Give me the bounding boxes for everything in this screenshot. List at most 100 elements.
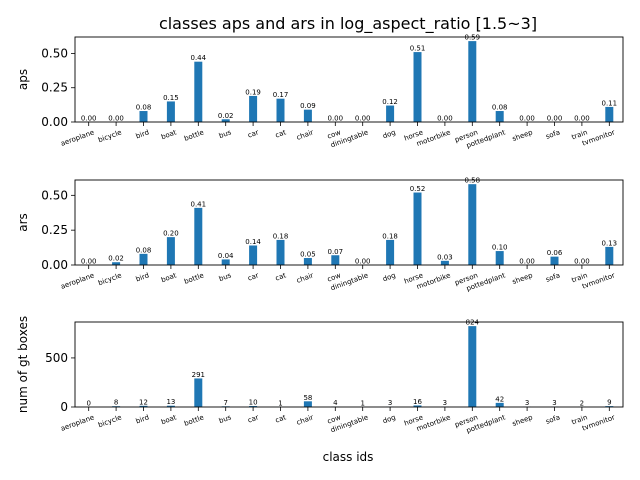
data-label: 0.06 xyxy=(547,249,563,257)
data-label: 0.18 xyxy=(382,232,398,240)
x-tick-label: chair xyxy=(295,271,314,285)
data-label: 0.09 xyxy=(300,102,316,110)
x-tick-label: bird xyxy=(135,128,151,140)
x-tick-label: sofa xyxy=(545,128,562,141)
bar-person xyxy=(468,326,477,407)
bar-dog xyxy=(386,239,395,265)
x-tick-label: bottle xyxy=(183,413,205,428)
x-tick-label: boat xyxy=(160,271,178,284)
data-label: 0.41 xyxy=(191,200,207,208)
bar-sofa xyxy=(550,256,559,265)
data-label: 0.02 xyxy=(218,112,234,120)
data-label: 0.52 xyxy=(410,185,426,193)
x-tick-label: bottle xyxy=(183,128,205,143)
data-label: 0.02 xyxy=(108,255,124,263)
bar-horse xyxy=(413,192,422,265)
data-label: 0.00 xyxy=(355,115,371,123)
data-label: 4 xyxy=(333,399,338,407)
data-label: 0.08 xyxy=(492,104,508,112)
x-tick-label: chair xyxy=(295,413,314,427)
x-tick-label: cat xyxy=(274,413,287,424)
data-label: 0.00 xyxy=(437,115,453,123)
subplot-ars: 0.00 0.02 0.08 0.20 0.41 0.04 0.14 0.18 0.05 0.07… xyxy=(16,177,624,293)
bar-chair xyxy=(303,258,312,265)
x-tick-label: boat xyxy=(160,128,178,141)
bar-chair xyxy=(303,401,312,407)
x-tick-label: car xyxy=(247,128,260,139)
bar-bicycle xyxy=(112,262,121,265)
y-tick-label: 0.25 xyxy=(41,223,68,237)
x-tick-label: boat xyxy=(160,413,178,426)
y-axis-label: ars xyxy=(16,213,30,232)
x-tick-label: bicycle xyxy=(97,413,123,429)
data-label: 0.12 xyxy=(382,98,398,106)
data-label: 10 xyxy=(249,399,258,407)
bar-car xyxy=(249,95,258,122)
data-label: 0.00 xyxy=(574,115,590,123)
x-tick-label: bicycle xyxy=(97,128,123,144)
data-label: 0.03 xyxy=(437,253,453,261)
data-label: 3 xyxy=(552,399,556,407)
bar-horse xyxy=(413,405,422,407)
x-tick-label: car xyxy=(247,413,260,424)
data-label: 0.11 xyxy=(602,99,618,107)
data-label: 0.00 xyxy=(328,115,344,123)
data-label: 13 xyxy=(166,398,175,406)
data-label: 0.13 xyxy=(602,239,618,247)
data-label: 0.18 xyxy=(273,232,289,240)
data-label: 0.15 xyxy=(163,94,179,102)
bar-pottedplant xyxy=(495,251,504,265)
y-tick-label: 0.25 xyxy=(41,81,68,95)
x-tick-label: sofa xyxy=(545,271,562,284)
x-tick-label: bus xyxy=(218,128,233,140)
data-label: 291 xyxy=(192,371,205,379)
bar-bottle xyxy=(194,378,203,407)
x-tick-label: dog xyxy=(382,413,397,425)
bar-bus xyxy=(221,119,230,122)
y-tick-label: 500 xyxy=(45,351,68,365)
data-label: 0.20 xyxy=(163,230,179,238)
data-label: 0.14 xyxy=(245,238,261,246)
bar-person xyxy=(468,41,477,122)
x-tick-label: bird xyxy=(135,413,151,425)
data-label: 0.00 xyxy=(355,258,371,266)
x-tick-label: dog xyxy=(382,128,397,140)
bar-bird xyxy=(139,405,148,407)
bar-person xyxy=(468,184,477,265)
data-label: 58 xyxy=(303,394,312,402)
data-label: 0.51 xyxy=(410,45,426,53)
bar-cat xyxy=(276,98,285,122)
bar-cow xyxy=(331,255,340,265)
data-label: 0.17 xyxy=(273,91,289,99)
x-tick-label: car xyxy=(247,271,260,282)
y-axis-label: num of gt boxes xyxy=(16,316,30,413)
x-tick-label: dog xyxy=(382,271,397,283)
x-axis-label: class ids xyxy=(323,450,374,464)
x-tick-label: aeroplane xyxy=(60,413,96,432)
x-tick-label: bottle xyxy=(183,271,205,286)
data-label: 16 xyxy=(413,398,422,406)
data-label: 0.58 xyxy=(465,177,481,185)
data-label: 0 xyxy=(86,400,90,408)
data-label: 12 xyxy=(139,398,148,406)
data-label: 0.07 xyxy=(328,248,344,256)
bar-motorbike xyxy=(440,260,449,265)
data-label: 0.08 xyxy=(136,104,152,112)
data-label: 0.08 xyxy=(136,246,152,254)
bar-car xyxy=(249,406,258,407)
data-label: 42 xyxy=(495,395,504,403)
data-label: 0.59 xyxy=(465,34,481,42)
bar-tvmonitor xyxy=(605,106,614,122)
data-label: 0.10 xyxy=(492,244,508,252)
data-label: 0.05 xyxy=(300,251,316,259)
bar-bottle xyxy=(194,207,203,265)
data-label: 0.00 xyxy=(574,258,590,266)
bar-boat xyxy=(166,405,175,407)
bar-dog xyxy=(386,105,395,122)
subplot-aps: 0.00 0.00 0.08 0.15 0.44 0.02 0.19 0.17 0.09 0.00… xyxy=(16,34,624,150)
x-tick-label: sheep xyxy=(511,128,534,143)
x-tick-label: aeroplane xyxy=(60,128,96,147)
data-label: 3 xyxy=(388,399,392,407)
bar-bird xyxy=(139,253,148,265)
